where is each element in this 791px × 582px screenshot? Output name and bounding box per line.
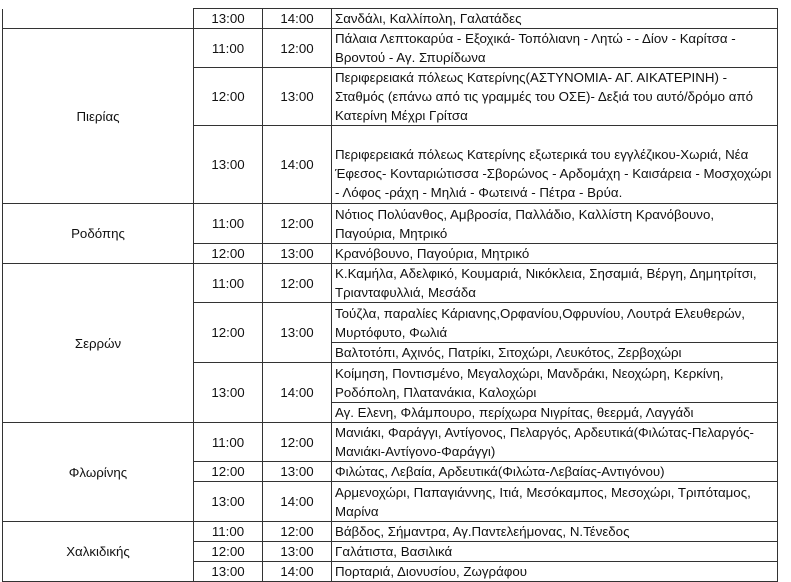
areas-cell: Αγ. Ελενη, Φλάμπουρο, περίχωρα Νιγρίτας,… (331, 402, 778, 423)
table-row: 12:00 13:00 Περιφερειακά πόλεως Κατερίνης(… (3, 67, 778, 126)
start-time: 12:00 (193, 461, 263, 482)
start-time: 11:00 (193, 422, 263, 462)
end-time: 14:00 (262, 8, 332, 29)
start-time: 13:00 (193, 125, 263, 204)
table-row: 12:00 13:00 Τούζλα, παραλίες Κάριανης,Ορφα… (3, 302, 778, 363)
end-time: 13:00 (262, 243, 332, 264)
table-row: 13:00 14:00 Περιφερειακά πόλεως Κατερίνης … (3, 125, 778, 204)
end-time: 13:00 (262, 67, 332, 126)
end-time: 12:00 (262, 263, 332, 303)
areas-cell: Φιλώτας, Λεβαία, Αρδευτικά(Φιλώτα-Λεβαία… (331, 461, 778, 482)
end-time: 14:00 (262, 125, 332, 204)
end-time: 12:00 (262, 203, 332, 244)
region-name: Χαλκιδικής (2, 521, 194, 582)
end-time: 12:00 (262, 28, 332, 68)
table-row: 13:00 14:00 Αρμενοχώρι, Παπαγιάννης, Ιτιά,… (3, 481, 778, 522)
start-time: 13:00 (193, 8, 263, 29)
end-time: 13:00 (262, 461, 332, 482)
start-time: 13:00 (193, 362, 263, 423)
table-row: Αγ. Ελενη, Φλάμπουρο, περίχωρα Νιγρίτας,… (3, 402, 778, 423)
areas-cell: Τούζλα, παραλίες Κάριανης,Ορφανίου,Οφρυν… (331, 302, 778, 343)
table-row: Φλωρίνης 11:00 12:00 Μανιάκι, Φαράγγι, Αντί… (2, 422, 778, 522)
areas-cell: Βαλτοτόπι, Αχινός, Πατρίκι, Σιτοχώρι, Λε… (331, 342, 778, 363)
table-row: 13:00 14:00 Σανδάλι, Καλλίπολη, Γαλατάδες (2, 8, 778, 29)
areas-cell: Περιφερειακά πόλεως Κατερίνης εξωτερικά … (331, 125, 778, 204)
table-row: Σερρών 11:00 12:00 Κ.Καμήλα, Αδελφικό, Κουμ… (2, 263, 778, 423)
areas-cell: Κρανόβουνο, Παγούρια, Μητρικό (331, 243, 778, 264)
table-row: Ροδόπης 11:00 12:00 Νότιος Πολύανθος, Αμβρο… (2, 203, 778, 264)
region-name: Πιερίας (2, 28, 194, 204)
areas-cell: Κοίμηση, Ποντισμένο, Μεγαλοχώρι, Μανδράκ… (331, 362, 778, 403)
table-row: Χαλκιδικής 11:00 12:00 Βάβδος, Σήμαντρα, Αγ… (2, 521, 778, 582)
end-time: 12:00 (262, 422, 332, 462)
areas-cell: Βάβδος, Σήμαντρα, Αγ.Παντελεήμονας, Ν.Τέ… (331, 521, 778, 542)
areas-cell: Μανιάκι, Φαράγγι, Αντίγονος, Πελαργός, Α… (331, 422, 778, 462)
start-time: 12:00 (193, 302, 263, 363)
areas-cell: Αρμενοχώρι, Παπαγιάννης, Ιτιά, Μεσόκαμπο… (331, 481, 778, 522)
table-row: Πιερίας 11:00 12:00 Πάλαια Λεπτοκαρύα - Εξ… (2, 28, 778, 204)
region-name: Φλωρίνης (2, 422, 194, 522)
start-time: 13:00 (193, 481, 263, 522)
table-row: 12:00 13:00 Γαλάτιστα, Βασιλικά (3, 541, 778, 562)
start-time: 11:00 (193, 203, 263, 244)
region-name: Σερρών (2, 263, 194, 423)
start-time: 13:00 (193, 561, 263, 582)
areas-cell: Σανδάλι, Καλλίπολη, Γαλατάδες (331, 8, 778, 29)
end-time: 12:00 (262, 521, 332, 542)
areas-cell: Νότιος Πολύανθος, Αμβροσία, Παλλάδιο, Κα… (331, 203, 778, 244)
areas-cell: Πάλαια Λεπτοκαρύα - Εξοχικά- Τοπόλιανη -… (331, 28, 778, 68)
areas-cell: Κ.Καμήλα, Αδελφικό, Κουμαριά, Νικόκλεια,… (331, 263, 778, 303)
end-time: 14:00 (262, 362, 332, 423)
start-time: 12:00 (193, 541, 263, 562)
region-name (2, 8, 194, 29)
areas-cell: Περιφερειακά πόλεως Κατερίνης(ΑΣΤΥΝΟΜΙΑ-… (331, 67, 778, 126)
end-time: 14:00 (262, 481, 332, 522)
areas-cell: Πορταριά, Διονυσίου, Ζωγράφου (331, 561, 778, 582)
start-time: 12:00 (193, 67, 263, 126)
start-time: 11:00 (193, 521, 263, 542)
table-row: 12:00 13:00 Κρανόβουνο, Παγούρια, Μητρικό (3, 243, 778, 264)
region-name: Ροδόπης (2, 203, 194, 264)
start-time: 11:00 (193, 263, 263, 303)
table-row: 13:00 14:00 Κοίμηση, Ποντισμένο, Μεγαλοχώρ… (3, 362, 778, 423)
start-time: 12:00 (193, 243, 263, 264)
schedule-table: 13:00 14:00 Σανδάλι, Καλλίπολη, Γαλατάδες Π… (2, 8, 778, 582)
areas-cell: Γαλάτιστα, Βασιλικά (331, 541, 778, 562)
start-time: 11:00 (193, 28, 263, 68)
end-time: 13:00 (262, 541, 332, 562)
table-row: 12:00 13:00 Φιλώτας, Λεβαία, Αρδευτικά(Φιλ… (3, 461, 778, 482)
end-time: 14:00 (262, 561, 332, 582)
end-time: 13:00 (262, 302, 332, 363)
